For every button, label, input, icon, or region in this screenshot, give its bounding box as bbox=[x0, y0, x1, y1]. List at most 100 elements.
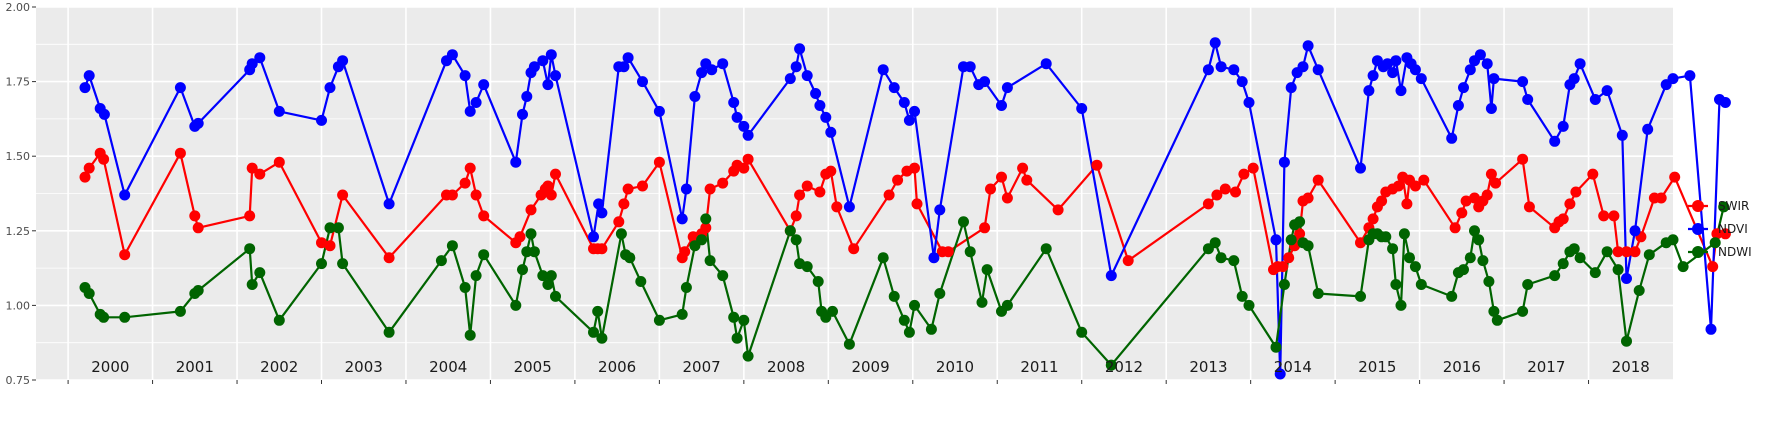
data-point-ndwi bbox=[1390, 279, 1402, 290]
data-point-ndwi bbox=[1464, 252, 1476, 264]
data-point-swir bbox=[1277, 261, 1289, 273]
data-point-ndwi bbox=[1105, 359, 1117, 371]
data-point-ndvi bbox=[1040, 58, 1052, 70]
data-point-ndwi bbox=[704, 255, 716, 267]
data-point-swir bbox=[246, 162, 258, 174]
data-point-ndvi bbox=[1363, 85, 1375, 97]
data-point-ndwi bbox=[1491, 314, 1503, 326]
data-point-ndvi bbox=[1209, 37, 1221, 49]
data-point-ndwi bbox=[827, 305, 838, 317]
data-point-ndwi bbox=[510, 299, 522, 311]
data-point-ndvi bbox=[517, 108, 528, 120]
data-point-ndvi bbox=[801, 70, 813, 82]
data-point-swir bbox=[637, 180, 648, 192]
data-point-ndvi bbox=[1458, 82, 1469, 94]
data-point-ndvi bbox=[1601, 85, 1613, 97]
data-point-ndvi bbox=[510, 156, 522, 168]
data-point-ndvi bbox=[790, 61, 802, 73]
data-point-ndwi bbox=[1612, 264, 1624, 276]
data-point-ndwi bbox=[459, 282, 471, 293]
data-point-ndvi bbox=[1719, 97, 1731, 108]
data-point-ndwi bbox=[1718, 201, 1730, 213]
data-point-ndvi bbox=[731, 111, 743, 123]
data-point-ndvi bbox=[1285, 82, 1297, 94]
data-point-swir bbox=[1401, 198, 1413, 210]
data-point-ndwi bbox=[470, 270, 482, 282]
data-point-swir bbox=[742, 153, 754, 165]
data-point-ndwi bbox=[1294, 216, 1306, 228]
data-point-swir bbox=[794, 189, 806, 201]
data-point-ndwi bbox=[550, 290, 561, 302]
data-point-ndwi bbox=[1236, 290, 1248, 302]
data-point-ndvi bbox=[1387, 67, 1399, 79]
data-point-ndvi bbox=[337, 55, 349, 67]
data-point-swir bbox=[1017, 162, 1029, 174]
data-point-ndvi bbox=[794, 43, 806, 55]
data-point-swir bbox=[174, 147, 186, 159]
data-point-ndwi bbox=[717, 270, 729, 282]
data-point-swir bbox=[1485, 168, 1497, 180]
data-point-ndvi bbox=[446, 49, 458, 61]
data-point-ndwi bbox=[888, 290, 900, 302]
data-point-swir bbox=[1052, 204, 1064, 216]
data-point-ndwi bbox=[1483, 276, 1495, 287]
data-point-ndwi bbox=[903, 326, 915, 338]
data-point-ndvi bbox=[810, 88, 822, 99]
data-point-ndwi bbox=[1488, 305, 1500, 317]
data-point-ndvi bbox=[1464, 64, 1476, 76]
year-label: 2010 bbox=[936, 358, 974, 376]
data-point-swir bbox=[337, 189, 349, 201]
data-point-ndvi bbox=[814, 100, 826, 111]
data-point-swir bbox=[470, 189, 482, 201]
data-point-ndwi bbox=[1285, 234, 1297, 246]
data-point-ndvi bbox=[934, 204, 946, 216]
y-tick-label: 1.00 bbox=[6, 299, 31, 312]
data-point-ndvi bbox=[1574, 58, 1586, 70]
data-point-ndvi bbox=[1409, 64, 1421, 76]
data-point-swir bbox=[679, 246, 691, 258]
data-point-swir bbox=[1219, 183, 1231, 195]
data-point-ndvi bbox=[1105, 270, 1117, 282]
data-point-ndwi bbox=[542, 279, 554, 290]
data-point-swir bbox=[542, 180, 554, 192]
data-point-swir bbox=[545, 189, 557, 201]
data-point-ndwi bbox=[1398, 228, 1410, 240]
data-point-swir bbox=[1612, 246, 1624, 258]
data-point-ndwi bbox=[1473, 234, 1485, 246]
data-point-swir bbox=[1481, 189, 1493, 201]
data-point-ndvi bbox=[478, 79, 490, 91]
data-point-ndvi bbox=[1452, 100, 1464, 111]
data-point-ndwi bbox=[246, 279, 258, 290]
data-point-ndwi bbox=[801, 261, 813, 273]
data-point-ndvi bbox=[1485, 103, 1497, 114]
data-point-ndwi bbox=[635, 276, 647, 287]
data-point-ndvi bbox=[1589, 94, 1601, 105]
data-point-swir bbox=[383, 252, 395, 264]
data-point-ndwi bbox=[244, 243, 256, 255]
year-label: 2000 bbox=[91, 358, 129, 376]
data-point-swir bbox=[192, 222, 204, 234]
x-axis bbox=[67, 380, 1590, 384]
data-point-ndwi bbox=[1355, 290, 1366, 302]
data-point-ndvi bbox=[728, 97, 740, 108]
data-point-swir bbox=[324, 240, 336, 252]
data-point-swir bbox=[244, 210, 256, 222]
data-point-swir bbox=[1711, 228, 1723, 240]
data-point-ndwi bbox=[1517, 305, 1529, 317]
data-point-ndvi bbox=[596, 207, 608, 219]
data-point-ndvi bbox=[1568, 73, 1580, 85]
data-point-ndvi bbox=[689, 91, 701, 102]
data-point-swir bbox=[1517, 153, 1529, 165]
data-point-ndwi bbox=[1469, 225, 1480, 237]
data-point-ndvi bbox=[1355, 162, 1366, 174]
data-point-ndwi bbox=[1243, 299, 1255, 311]
data-point-ndwi bbox=[843, 338, 855, 350]
legend-key-swir bbox=[1692, 200, 1704, 212]
year-label: 2007 bbox=[683, 358, 721, 376]
data-point-ndwi bbox=[1415, 279, 1427, 290]
data-point-ndwi bbox=[624, 252, 636, 264]
data-point-ndwi bbox=[1589, 267, 1601, 279]
data-point-ndvi bbox=[1312, 64, 1324, 76]
data-point-ndwi bbox=[1404, 252, 1415, 264]
data-point-ndvi bbox=[273, 105, 285, 117]
